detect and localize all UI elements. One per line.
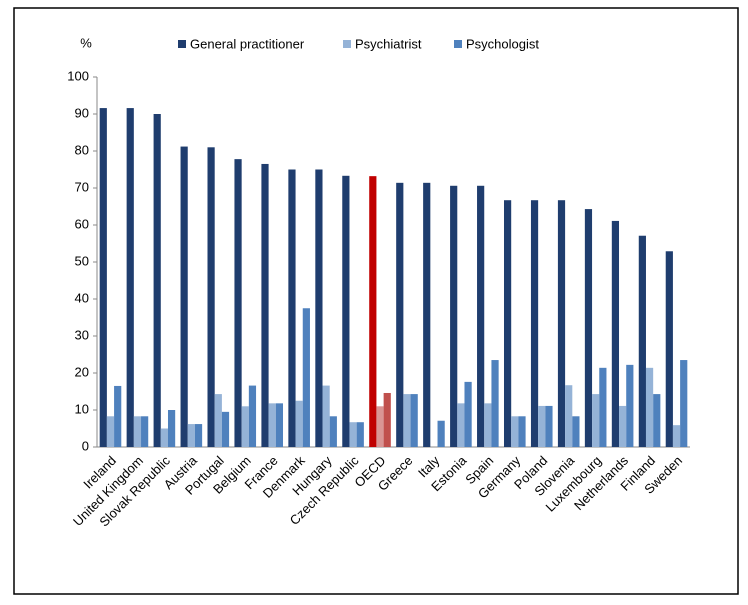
bar <box>545 405 553 447</box>
bar <box>241 406 249 447</box>
y-axis-label: % <box>80 35 92 50</box>
bar <box>665 251 673 447</box>
bar <box>477 185 485 447</box>
y-tick-label: 20 <box>75 364 89 379</box>
y-tick-label: 80 <box>75 142 89 157</box>
bar <box>194 424 203 447</box>
y-tick-label: 90 <box>75 105 89 120</box>
y-tick-label: 100 <box>67 68 89 83</box>
bar <box>153 114 161 447</box>
y-tick-label: 0 <box>82 438 89 453</box>
bar <box>126 108 134 447</box>
bar <box>538 405 546 447</box>
bar <box>295 400 303 447</box>
bar <box>221 411 230 447</box>
bar <box>638 235 646 447</box>
bar <box>619 405 627 447</box>
bar <box>672 425 681 447</box>
bar <box>288 169 296 447</box>
bar <box>356 422 364 447</box>
y-tick-label: 70 <box>75 179 89 194</box>
bar <box>557 200 566 447</box>
legend-swatch <box>178 40 186 48</box>
bar <box>187 424 195 447</box>
bar <box>572 416 580 447</box>
bar <box>511 416 519 447</box>
legend-swatch <box>343 40 351 48</box>
bar <box>106 416 115 447</box>
bar <box>376 406 384 447</box>
bar <box>645 367 654 447</box>
bar <box>167 410 176 447</box>
y-tick-label: 30 <box>75 327 89 342</box>
bar <box>403 394 411 447</box>
legend-label: Psychiatrist <box>355 36 422 51</box>
bar <box>464 381 472 447</box>
bar <box>160 428 168 447</box>
legend-label: Psychologist <box>466 36 539 51</box>
bar <box>611 220 620 447</box>
bar <box>530 200 539 447</box>
bar <box>302 308 310 447</box>
bar <box>626 364 634 447</box>
bar <box>653 394 661 447</box>
bar <box>410 394 418 447</box>
bar <box>484 403 492 447</box>
y-tick-label: 50 <box>75 253 89 268</box>
bar <box>423 182 431 447</box>
bar <box>396 182 404 447</box>
bar <box>565 385 573 447</box>
bar <box>322 385 330 447</box>
bar <box>518 416 526 447</box>
legend-label: General practitioner <box>190 36 305 51</box>
bar <box>437 420 445 447</box>
bar <box>349 422 357 447</box>
bar <box>369 176 377 447</box>
bar <box>141 416 149 447</box>
bar <box>680 360 688 447</box>
y-tick-label: 40 <box>75 290 89 305</box>
bar <box>268 403 276 447</box>
bar <box>234 159 242 447</box>
bar <box>133 416 142 447</box>
bar <box>248 385 257 447</box>
bar <box>99 108 107 447</box>
bar <box>584 209 593 447</box>
bar <box>275 403 284 447</box>
bar <box>491 360 499 447</box>
y-tick-label: 60 <box>75 216 89 231</box>
bar <box>207 147 215 448</box>
bar <box>342 175 350 448</box>
bar <box>180 146 188 447</box>
bar <box>114 385 122 447</box>
bar <box>450 185 458 447</box>
bar <box>599 367 607 447</box>
bar <box>503 200 512 447</box>
bar <box>383 392 391 447</box>
bar <box>592 394 600 447</box>
legend-swatch <box>454 40 462 48</box>
bar <box>214 394 222 447</box>
bar <box>315 169 323 447</box>
bar <box>329 416 337 447</box>
y-tick-label: 10 <box>75 401 89 416</box>
bar <box>261 163 269 447</box>
bar <box>457 403 465 447</box>
